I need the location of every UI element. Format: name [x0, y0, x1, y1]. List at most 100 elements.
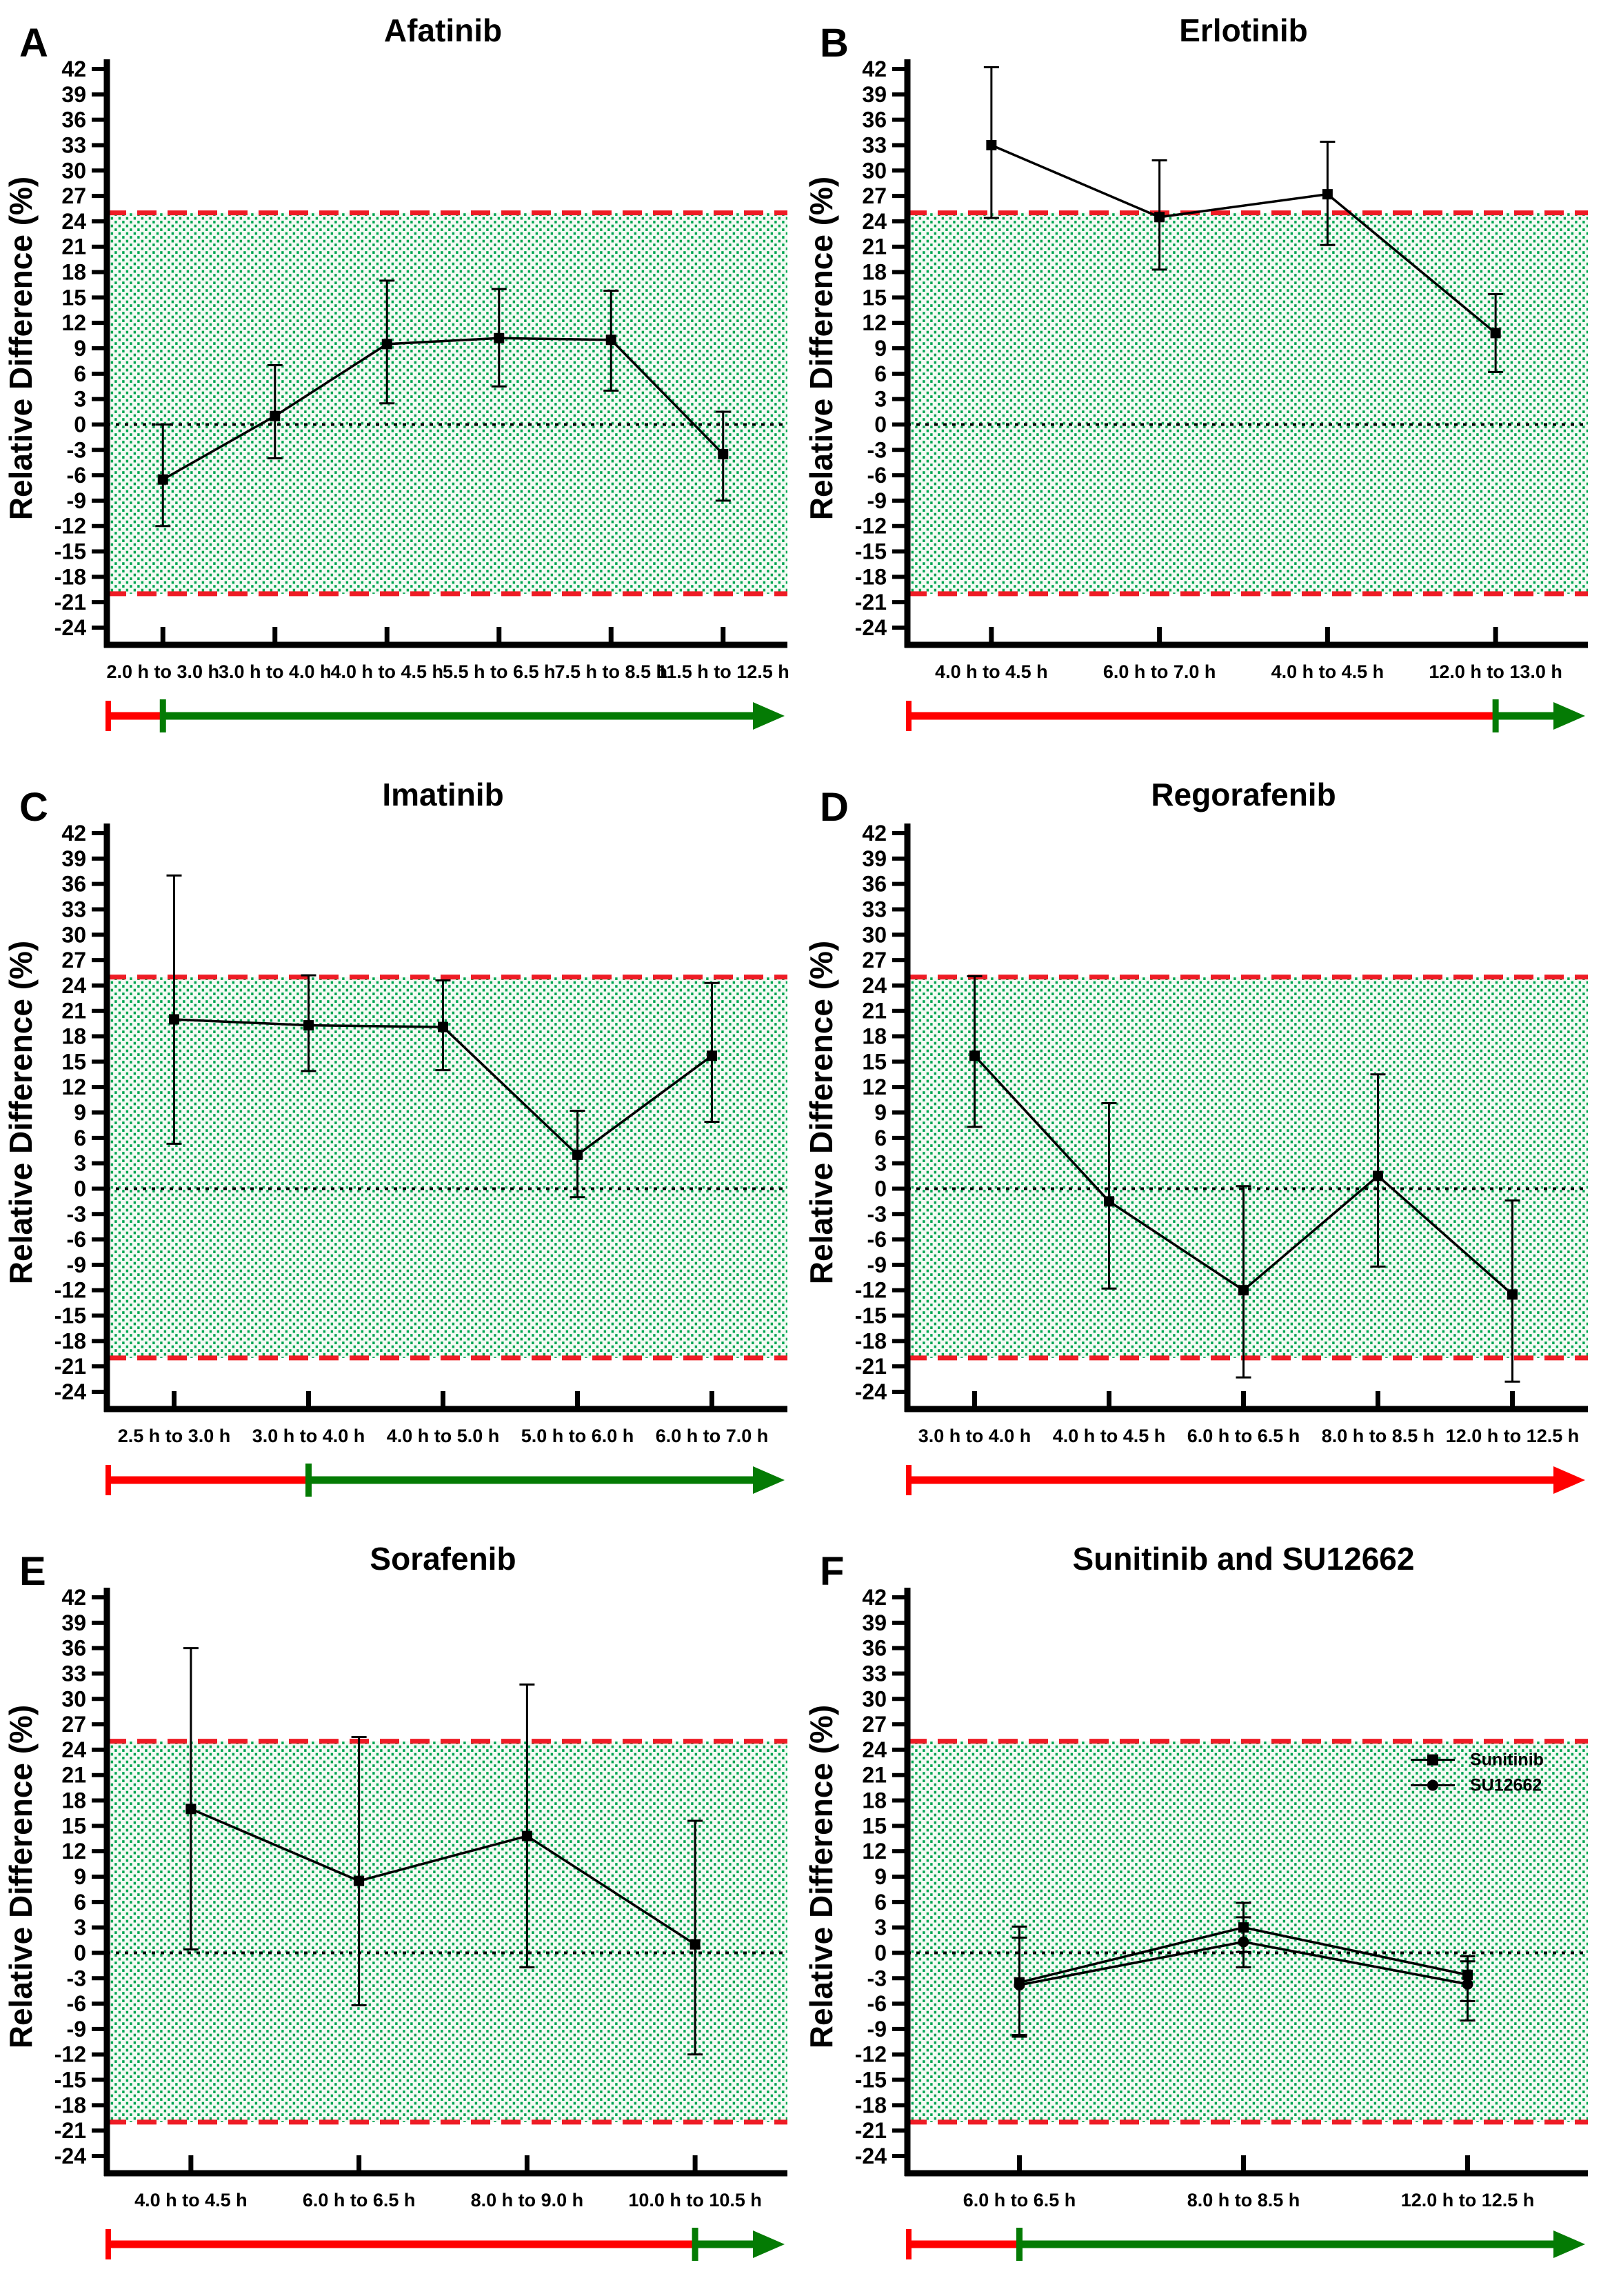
data-point-marker-square [718, 448, 729, 459]
y-tick-label: 33 [61, 1661, 86, 1686]
y-tick-label: -15 [54, 539, 86, 564]
y-tick-label: -21 [855, 590, 887, 615]
series-line-afatinib [162, 337, 724, 481]
x-category-label: 12.0 h to 13.0 h [1429, 661, 1562, 682]
y-tick-label: 39 [61, 846, 86, 871]
y-tick-label: 24 [61, 973, 86, 998]
y-tick-label: 27 [61, 1712, 86, 1737]
x-category-label: 11.5 h to 12.5 h [657, 661, 789, 682]
y-tick-label: -12 [54, 514, 86, 539]
timeline-arrow [105, 699, 785, 732]
y-tick-label: -12 [855, 2042, 887, 2067]
y-tick-label: 15 [862, 285, 887, 310]
y-tick-label: 6 [874, 361, 887, 386]
y-tick-label: -15 [54, 1304, 86, 1328]
x-category-label: 5.5 h to 6.5 h [443, 661, 556, 682]
y-axis-label: Relative Difference (%) [803, 941, 839, 1285]
y-tick-label: -24 [54, 1379, 86, 1404]
data-point-marker-square [494, 332, 505, 343]
x-category-label: 4.0 h to 4.5 h [1053, 1426, 1166, 1446]
x-category-label: 12.0 h to 12.5 h [1401, 2190, 1535, 2210]
y-tick-label: 9 [874, 1864, 887, 1889]
y-tick-label: 9 [74, 1864, 86, 1889]
x-category-label: 8.0 h to 8.5 h [1187, 2190, 1300, 2210]
y-tick-label: -15 [54, 2068, 86, 2093]
y-tick-label: -18 [54, 564, 86, 589]
y-tick-label: 36 [61, 1636, 86, 1661]
x-category-label: 10.0 h to 10.5 h [628, 2190, 762, 2210]
data-point-marker-square [1373, 1170, 1383, 1181]
acceptance-band [107, 212, 787, 594]
y-tick-label: -3 [867, 1966, 887, 1990]
y-tick-label: 30 [61, 158, 86, 183]
acceptance-band [107, 1741, 787, 2122]
y-tick-label: -12 [54, 1278, 86, 1303]
x-category-label: 2.5 h to 3.0 h [118, 1426, 231, 1446]
legend-marker [1427, 1779, 1438, 1791]
data-point-marker-square [303, 1020, 314, 1031]
data-point-marker-square [169, 1014, 179, 1025]
data-point-marker-square [605, 335, 616, 346]
timeline-arrowhead [753, 1466, 785, 1494]
y-tick-label: 15 [61, 1813, 86, 1838]
x-category-label: 2.0 h to 3.0 h [106, 661, 219, 682]
panel-e: 42 39 36 33 30 27 24 21 18 15 12 9 6 3 0 -3 -6 -9 -12 -15 -1… [0, 1528, 800, 2293]
legend-label: Sunitinib [1470, 1750, 1544, 1770]
panel-title: Sunitinib and SU12662 [1073, 1541, 1415, 1577]
x-category-label: 6.0 h to 6.5 h [1187, 1426, 1300, 1446]
y-tick-label: 39 [862, 1610, 887, 1635]
legend-label: SU12662 [1470, 1775, 1542, 1795]
y-tick-label: 3 [874, 1915, 887, 1940]
x-category-label: 4.0 h to 4.5 h [330, 661, 443, 682]
panel-letter: A [19, 21, 48, 66]
y-tick-label: -18 [855, 2093, 887, 2117]
y-tick-label: 24 [61, 209, 86, 234]
y-tick-label: 30 [61, 922, 86, 947]
y-axis-label: Relative Difference (%) [803, 177, 839, 521]
y-tick-label: 33 [862, 1661, 887, 1686]
panel-e-chart: 42393633302724211815129630-3-6-9-12-15-1… [3, 1541, 787, 2261]
y-tick-label: 21 [61, 999, 86, 1024]
y-tick-label: 39 [61, 82, 86, 107]
y-tick-label: 42 [862, 57, 887, 81]
data-point-marker-square [1507, 1289, 1518, 1300]
legend-item: Sunitinib [1411, 1750, 1544, 1770]
timeline-arrow [906, 699, 1585, 732]
panel-title: Afatinib [384, 12, 502, 48]
y-tick-label: -24 [855, 615, 887, 640]
data-point-marker-square [381, 339, 392, 350]
x-category-label: 8.0 h to 9.0 h [471, 2190, 584, 2210]
timeline-arrow [906, 1465, 1585, 1495]
x-category-label: 4.0 h to 4.5 h [134, 2190, 248, 2210]
y-tick-label: 18 [61, 260, 86, 285]
y-tick-label: 42 [61, 57, 86, 81]
y-tick-label: 24 [862, 209, 887, 234]
y-tick-label: 18 [862, 1024, 887, 1049]
acceptance-band [907, 212, 1588, 594]
x-category-label: 3.0 h to 4.0 h [219, 661, 332, 682]
data-point-marker-square [1154, 212, 1165, 223]
acceptance-band [107, 977, 787, 1358]
y-tick-label: 9 [874, 336, 887, 361]
y-tick-label: 42 [862, 821, 887, 846]
data-point-marker-square [1490, 328, 1501, 339]
x-category-label: 3.0 h to 4.0 h [918, 1426, 1031, 1446]
y-axis-label: Relative Difference (%) [3, 941, 39, 1285]
y-tick-label: -3 [67, 1966, 86, 1990]
y-tick-label: 33 [61, 132, 86, 157]
y-tick-label: -6 [867, 463, 887, 488]
panel-b-chart: 42393633302724211815129630-3-6-9-12-15-1… [803, 12, 1588, 732]
y-tick-label: -24 [54, 615, 86, 640]
panel-a-chart: 42393633302724211815129630-3-6-9-12-15-1… [3, 12, 789, 732]
data-point-marker-square [1238, 1285, 1249, 1296]
y-tick-label: -18 [855, 1328, 887, 1353]
y-tick-label: 12 [862, 310, 887, 335]
y-tick-label: 30 [862, 158, 887, 183]
y-tick-label: 6 [74, 361, 86, 386]
y-tick-label: 39 [862, 82, 887, 107]
data-point-marker-square [185, 1804, 197, 1815]
y-tick-label: 27 [862, 948, 887, 972]
y-tick-label: -6 [67, 1991, 86, 2016]
y-tick-label: -21 [855, 1354, 887, 1379]
y-tick-label: 0 [74, 1176, 86, 1201]
